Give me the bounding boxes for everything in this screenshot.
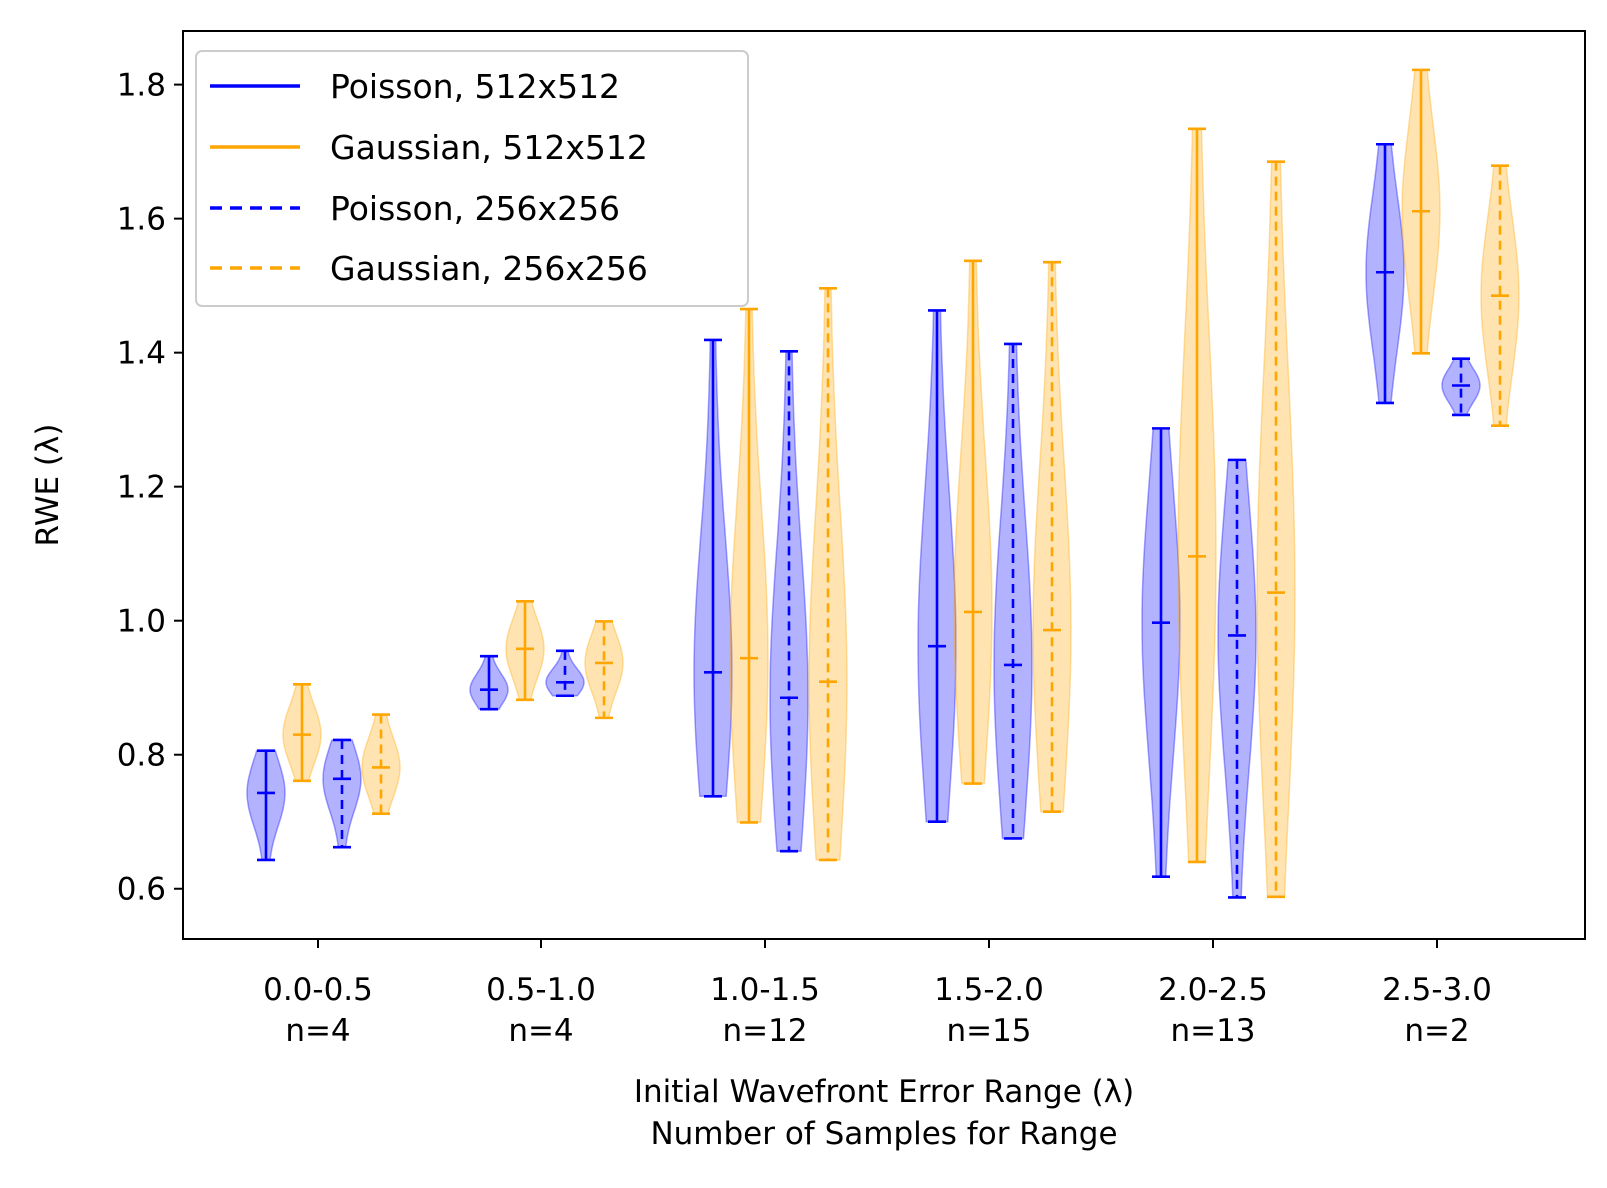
y-tick-label: 1.8 [117, 68, 166, 104]
y-tick-label: 1.0 [117, 604, 166, 640]
y-tick-label: 1.4 [117, 336, 166, 372]
x-tick-label-count: n=4 [508, 1013, 573, 1049]
legend-label-poisson-512: Poisson, 512x512 [330, 67, 620, 106]
legend-label-poisson-256: Poisson, 256x256 [330, 189, 620, 228]
x-axis-label-line-2: Number of Samples for Range [650, 1116, 1117, 1152]
y-tick-label: 1.2 [117, 470, 166, 506]
x-tick-label-range: 0.0-0.5 [263, 972, 373, 1008]
x-tick-label-range: 1.5-2.0 [934, 972, 1044, 1008]
x-tick-label-range: 1.0-1.5 [710, 972, 820, 1008]
x-tick-label-count: n=13 [1170, 1013, 1255, 1049]
stat-lines-layer [257, 68, 1509, 899]
x-tick-label-count: n=15 [946, 1013, 1031, 1049]
legend-label-gaussian-512: Gaussian, 512x512 [330, 128, 648, 167]
y-axis-label: RWE (λ) [30, 424, 66, 547]
legend-label-gaussian-256: Gaussian, 256x256 [330, 249, 648, 288]
x-axis: 0.0-0.5 n=4 0.5-1.0 n=4 1.0-1.5 n=12 1.5-2.0 n=… [263, 939, 1492, 1049]
x-tick-label-range: 2.0-2.5 [1158, 972, 1268, 1008]
plot-frame [182, 30, 1586, 940]
legend-box [195, 50, 749, 307]
y-tick-label: 1.6 [117, 202, 166, 238]
x-tick-label-range: 2.5-3.0 [1382, 972, 1492, 1008]
y-tick-label: 0.8 [117, 738, 166, 774]
legend: Poisson, 512x512 Gaussian, 512x512 Poiss… [195, 50, 749, 307]
x-tick-label-count: n=2 [1404, 1013, 1469, 1049]
y-axis: 0.6 0.8 1.0 1.2 1.4 1.6 1.8 [117, 68, 183, 908]
y-tick-label: 0.6 [117, 872, 166, 908]
x-axis-label-line-1: Initial Wavefront Error Range (λ) [634, 1074, 1134, 1110]
x-tick-label-count: n=12 [722, 1013, 807, 1049]
x-tick-label-count: n=4 [285, 1013, 350, 1049]
x-tick-label-range: 0.5-1.0 [486, 972, 596, 1008]
